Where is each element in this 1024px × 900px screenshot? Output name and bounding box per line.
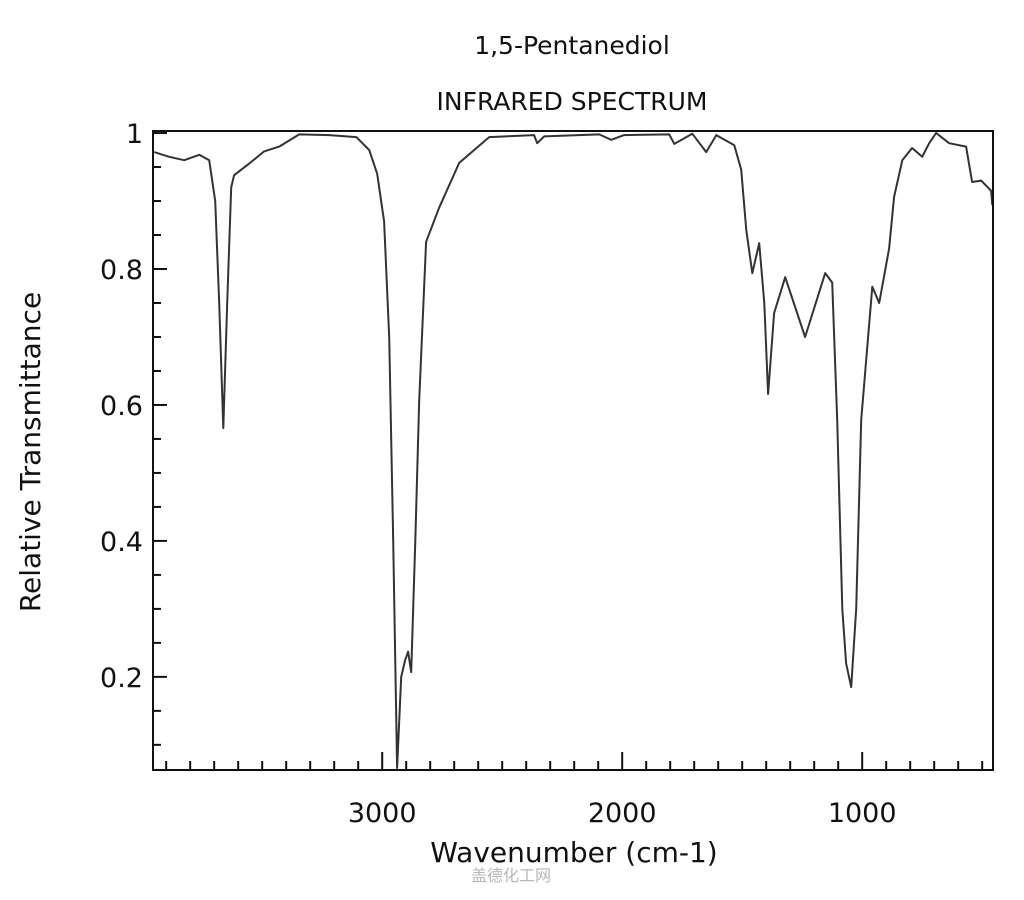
- axis-ticks: [153, 132, 984, 770]
- y-tick-label: 1: [126, 119, 143, 150]
- chart-subtitle: INFRARED SPECTRUM: [437, 87, 708, 116]
- x-tick-label: 3000: [348, 798, 417, 829]
- watermark: 盖德化工网: [471, 866, 551, 885]
- y-tick-label: 0.4: [100, 527, 143, 558]
- y-tick-label: 0.8: [100, 255, 143, 286]
- spectrum-line: [153, 132, 994, 769]
- y-tick-label: 0.2: [100, 663, 143, 694]
- tick-labels: 3000 2000 1000 0.2 0.4 0.6 0.8 1: [100, 119, 897, 829]
- x-tick-label: 2000: [588, 798, 657, 829]
- x-axis-label: Wavenumber (cm-1): [430, 836, 717, 869]
- plot-frame: [152, 130, 994, 771]
- chart-title: 1,5-Pentanediol: [474, 31, 670, 60]
- y-tick-label: 0.6: [100, 391, 143, 422]
- y-axis-label: Relative Transmittance: [14, 292, 47, 612]
- x-tick-label: 1000: [828, 798, 897, 829]
